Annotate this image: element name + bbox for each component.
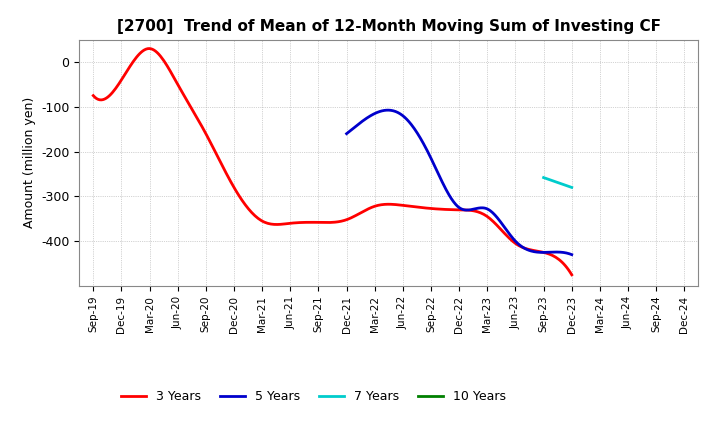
Title: [2700]  Trend of Mean of 12-Month Moving Sum of Investing CF: [2700] Trend of Mean of 12-Month Moving … <box>117 19 661 34</box>
Y-axis label: Amount (million yen): Amount (million yen) <box>22 97 35 228</box>
Legend: 3 Years, 5 Years, 7 Years, 10 Years: 3 Years, 5 Years, 7 Years, 10 Years <box>117 385 511 408</box>
